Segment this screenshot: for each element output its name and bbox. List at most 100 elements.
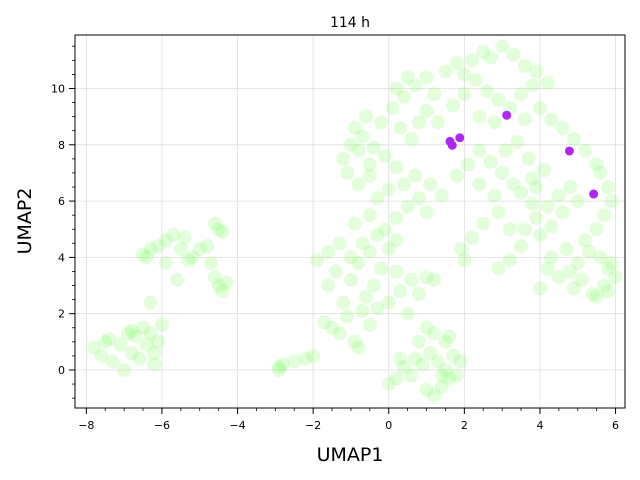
background-cell-point bbox=[427, 326, 442, 341]
background-cell-point bbox=[491, 205, 506, 220]
background-cell-point bbox=[449, 56, 464, 71]
background-cell-point bbox=[389, 233, 404, 248]
background-cell-point bbox=[374, 115, 389, 130]
background-cell-point bbox=[608, 270, 623, 285]
background-cell-point bbox=[438, 362, 453, 377]
background-cell-point bbox=[427, 388, 442, 403]
background-cell-point bbox=[570, 194, 585, 209]
background-cell-point bbox=[124, 323, 139, 338]
background-cell-point bbox=[419, 104, 434, 119]
background-cell-point bbox=[593, 250, 608, 265]
background-cell-point bbox=[551, 270, 566, 285]
background-cell-point bbox=[211, 222, 226, 237]
background-cell-point bbox=[540, 261, 555, 276]
background-cell-point bbox=[408, 351, 423, 366]
background-cell-point bbox=[453, 241, 468, 256]
background-cell-point bbox=[555, 205, 570, 220]
background-cell-point bbox=[498, 143, 513, 158]
background-cell-point bbox=[355, 303, 370, 318]
background-cell-point bbox=[332, 326, 347, 341]
y-axis-label: UMAP2 bbox=[14, 188, 36, 255]
background-cell-point bbox=[597, 208, 612, 223]
background-cell-point bbox=[502, 253, 517, 268]
y-tick-label: 0 bbox=[58, 364, 65, 377]
highlighted-cell-point bbox=[564, 146, 574, 156]
background-cell-point bbox=[540, 75, 555, 90]
background-cell-point bbox=[362, 168, 377, 183]
background-cell-point bbox=[400, 306, 415, 321]
background-cell-point bbox=[438, 334, 453, 349]
background-cell-point bbox=[370, 191, 385, 206]
background-cell-point bbox=[207, 216, 222, 231]
highlighted-cell-point bbox=[502, 110, 512, 120]
y-tick-label: 10 bbox=[51, 82, 65, 95]
background-cell-point bbox=[139, 250, 154, 265]
background-cell-point bbox=[491, 92, 506, 107]
background-cell-point bbox=[166, 227, 181, 242]
background-cell-point bbox=[582, 244, 597, 259]
background-cell-point bbox=[536, 163, 551, 178]
background-cell-point bbox=[94, 348, 109, 363]
y-tick-label: 4 bbox=[58, 251, 65, 264]
background-cell-point bbox=[476, 216, 491, 231]
background-cell-point bbox=[525, 171, 540, 186]
background-cell-point bbox=[385, 101, 400, 116]
background-cell-point bbox=[204, 256, 219, 271]
background-cell-point bbox=[427, 87, 442, 102]
background-cell-point bbox=[532, 227, 547, 242]
background-cell-point bbox=[200, 239, 215, 254]
background-cell-point bbox=[434, 368, 449, 383]
background-cell-point bbox=[389, 371, 404, 386]
background-cell-point bbox=[525, 78, 540, 93]
background-cell-point bbox=[136, 247, 151, 262]
background-cell-point bbox=[272, 362, 287, 377]
background-cell-point bbox=[464, 230, 479, 245]
background-cell-point bbox=[483, 50, 498, 65]
background-cell-point bbox=[514, 87, 529, 102]
background-cell-point bbox=[336, 295, 351, 310]
background-cell-point bbox=[362, 244, 377, 259]
background-cell-point bbox=[555, 120, 570, 135]
background-cell-point bbox=[147, 357, 162, 372]
background-cell-point bbox=[347, 216, 362, 231]
highlighted-cell-points bbox=[445, 110, 599, 199]
background-cell-point bbox=[102, 332, 117, 347]
background-cell-point bbox=[340, 309, 355, 324]
background-cell-point bbox=[423, 177, 438, 192]
highlighted-cell-point bbox=[447, 140, 457, 150]
background-cell-point bbox=[147, 346, 162, 361]
background-cell-point bbox=[328, 264, 343, 279]
x-tick-label: 0 bbox=[385, 419, 392, 432]
background-cell-point bbox=[355, 236, 370, 251]
background-cell-point bbox=[389, 210, 404, 225]
background-cell-point bbox=[600, 284, 615, 299]
background-cell-point bbox=[411, 115, 426, 130]
background-cell-point bbox=[366, 140, 381, 155]
background-cell-point bbox=[215, 284, 230, 299]
background-cell-point bbox=[589, 289, 604, 304]
background-cell-points bbox=[86, 39, 623, 403]
background-cell-point bbox=[430, 115, 445, 130]
background-cell-point bbox=[340, 165, 355, 180]
background-cell-point bbox=[419, 320, 434, 335]
background-cell-point bbox=[487, 115, 502, 130]
background-cell-point bbox=[343, 250, 358, 265]
x-tick-label: −8 bbox=[78, 419, 94, 432]
background-cell-point bbox=[472, 143, 487, 158]
background-cell-point bbox=[506, 47, 521, 62]
x-tick-label: 2 bbox=[461, 419, 468, 432]
background-cell-point bbox=[151, 239, 166, 254]
background-cell-point bbox=[404, 272, 419, 287]
background-cell-point bbox=[408, 78, 423, 93]
background-cell-point bbox=[366, 278, 381, 293]
background-cell-point bbox=[98, 334, 113, 349]
background-cell-point bbox=[347, 120, 362, 135]
background-cell-point bbox=[362, 208, 377, 223]
background-cell-point bbox=[517, 112, 532, 127]
background-cell-point bbox=[434, 188, 449, 203]
background-cell-point bbox=[325, 320, 340, 335]
background-cell-point bbox=[143, 326, 158, 341]
background-cell-point bbox=[306, 348, 321, 363]
background-cell-point bbox=[389, 264, 404, 279]
